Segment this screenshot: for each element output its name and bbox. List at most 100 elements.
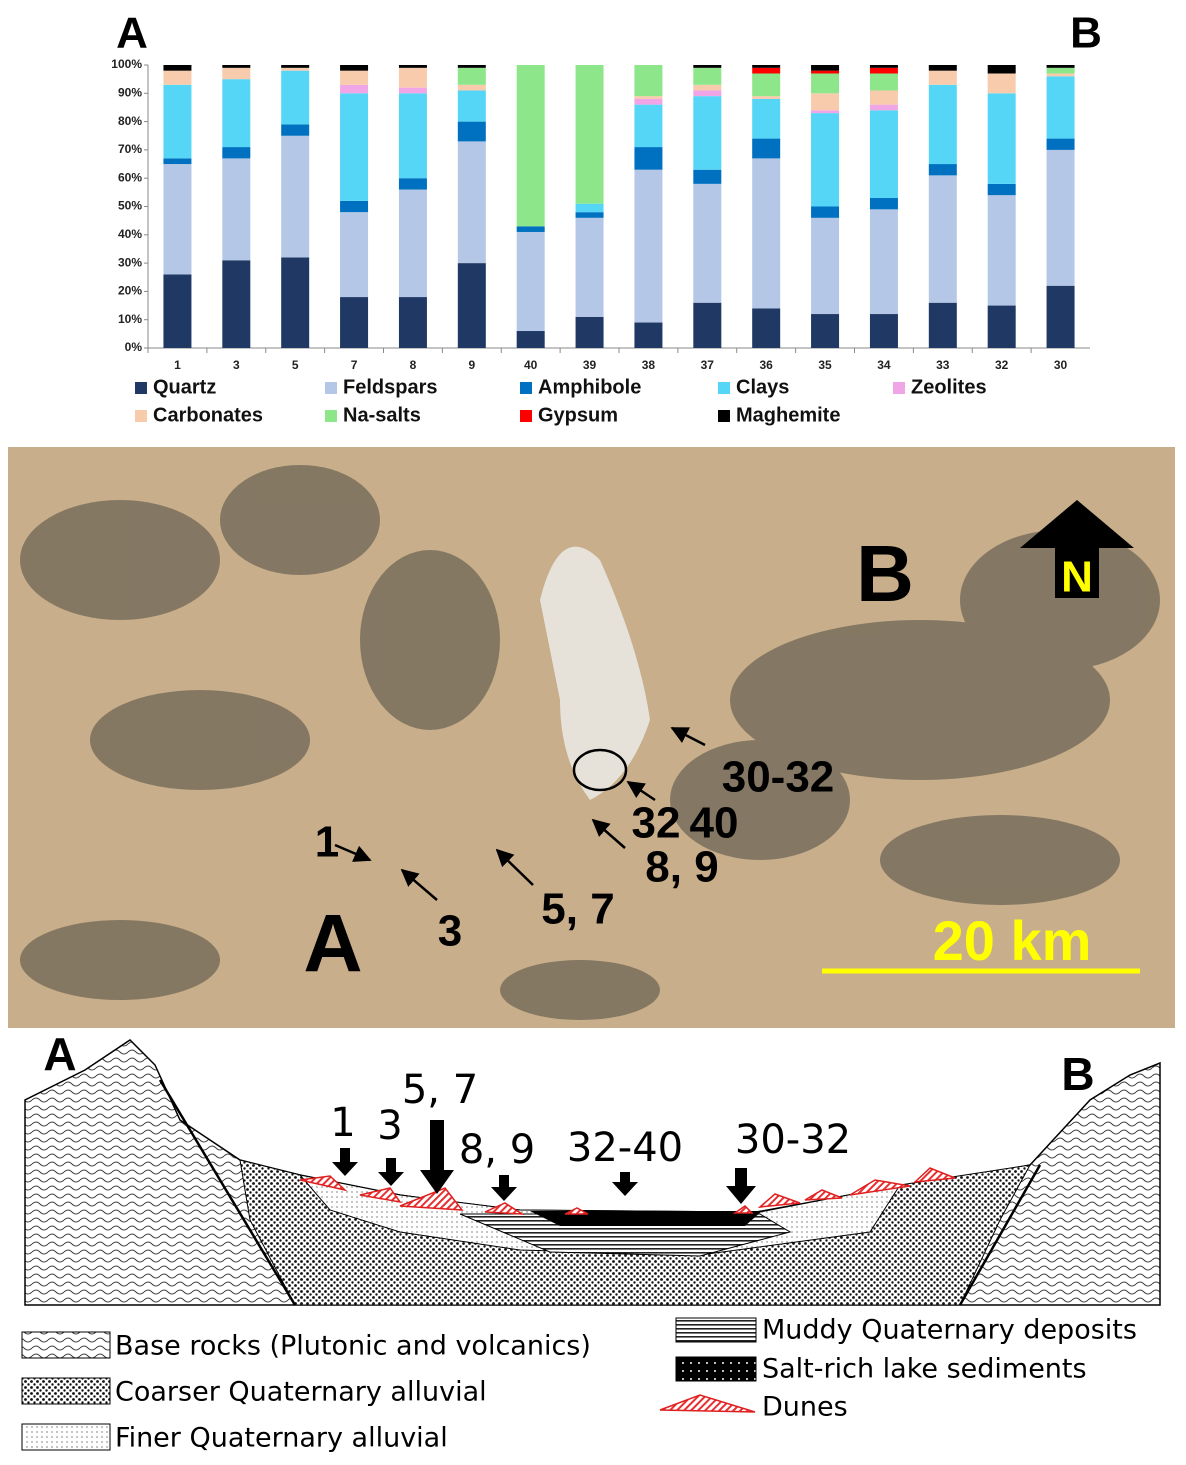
y-tick-label: 20% <box>118 284 142 298</box>
legend-label: Carbonates <box>153 404 263 426</box>
bar-segment <box>399 178 427 189</box>
bar-segment <box>634 96 662 99</box>
x-tick-label: 1 <box>174 358 181 372</box>
y-tick-label: 50% <box>118 199 142 213</box>
bar-segment <box>281 71 309 125</box>
bar-segment <box>929 71 957 85</box>
bar-segment <box>811 71 839 74</box>
legend-label: Gypsum <box>538 404 618 426</box>
map-label: A <box>303 899 362 990</box>
map-label: B <box>856 529 914 618</box>
bar-segment <box>576 212 604 218</box>
bar-segment <box>399 88 427 94</box>
bar-segment <box>1047 73 1075 76</box>
bar-segment <box>458 263 486 348</box>
sample-label: 30-32 <box>735 1117 851 1163</box>
legend-label: Base rocks (Plutonic and volcanics) <box>115 1331 591 1362</box>
section-end: A <box>43 1028 76 1080</box>
legend-label: Muddy Quaternary deposits <box>762 1315 1137 1346</box>
bar-segment <box>811 73 839 93</box>
map-label: 8, 9 <box>645 843 718 892</box>
x-tick-label: 3 <box>233 358 240 372</box>
bar-segment <box>517 232 545 331</box>
sample-label: 5, 7 <box>402 1067 478 1113</box>
bar-segment <box>340 93 368 201</box>
legend-label: Na-salts <box>343 404 421 426</box>
legend-label: Salt-rich lake sediments <box>762 1354 1087 1385</box>
bar-segment <box>399 190 427 298</box>
satellite-map: B N 30-32 32 40 8, 9 1 3 5, 7 A 20 km <box>8 447 1175 1028</box>
bar-segment <box>222 79 250 147</box>
legend-label: Feldspars <box>343 376 437 398</box>
bar-segment <box>693 90 721 96</box>
x-tick-label: 38 <box>642 358 656 372</box>
legend-swatch <box>22 1332 110 1358</box>
x-tick-label: 34 <box>877 358 891 372</box>
bar-segment <box>281 68 309 71</box>
bar-segment <box>870 68 898 74</box>
bar-segment <box>752 68 780 74</box>
bar-segment <box>752 99 780 139</box>
bar-segment <box>988 306 1016 348</box>
scale-label: 20 km <box>933 909 1092 972</box>
x-tick-label: 33 <box>936 358 950 372</box>
bar-segment <box>281 124 309 135</box>
bar-segment <box>1047 68 1075 74</box>
bar-segment <box>634 147 662 170</box>
bar-segment <box>693 68 721 85</box>
bar-segment <box>752 96 780 99</box>
bar-segment <box>458 122 486 142</box>
bar-segment <box>340 201 368 212</box>
section-end: B <box>1061 1048 1094 1100</box>
bar-segment <box>752 73 780 96</box>
bar-segment <box>811 314 839 348</box>
bar-segment <box>811 93 839 110</box>
x-tick-label: 36 <box>760 358 774 372</box>
cross-section: A B 1 3 5, 7 8, 9 32-40 30-32 Base rocks… <box>22 1028 1160 1453</box>
legend-swatch <box>676 1357 756 1381</box>
bar-segment <box>929 175 957 302</box>
sample-label: 3 <box>377 1103 402 1149</box>
bar-segment <box>340 85 368 93</box>
bar-segment <box>163 85 191 159</box>
y-tick-label: 10% <box>118 312 142 326</box>
bar-segment <box>634 170 662 323</box>
bar-segment <box>458 85 486 91</box>
bar-segment <box>458 65 486 68</box>
sample-label: 8, 9 <box>459 1127 535 1173</box>
bar-segment <box>222 147 250 158</box>
bar-segment <box>399 297 427 348</box>
y-tick-label: 60% <box>118 170 142 184</box>
bar-segment <box>870 73 898 90</box>
bar-segment <box>870 65 898 68</box>
y-tick-label: 40% <box>118 227 142 241</box>
bar-segment <box>517 65 545 226</box>
bar-segment <box>870 110 898 198</box>
bar-segment <box>693 170 721 184</box>
bar-segment <box>988 93 1016 184</box>
bar-segment <box>693 85 721 91</box>
bar-segment <box>693 65 721 68</box>
legend-label: Zeolites <box>911 376 987 398</box>
bar-segment <box>693 303 721 348</box>
bar-segment <box>988 195 1016 305</box>
bar-segment <box>222 65 250 68</box>
bar-segment <box>811 113 839 206</box>
x-tick-label: 30 <box>1054 358 1068 372</box>
bar-segment <box>281 136 309 258</box>
bar-segment <box>458 141 486 263</box>
legend-label: Finer Quaternary alluvial <box>115 1423 448 1454</box>
legend-label: Quartz <box>153 376 216 398</box>
legend-label: Amphibole <box>538 376 641 398</box>
bar-segment <box>1047 65 1075 68</box>
bar-segment <box>1047 76 1075 138</box>
salt-sediments <box>530 1211 762 1226</box>
legend-swatch <box>718 382 730 394</box>
bar-segment <box>576 65 604 204</box>
legend-label: Maghemite <box>736 404 840 426</box>
bar-segment <box>929 164 957 175</box>
bar-segment <box>1047 150 1075 286</box>
x-tick-label: 8 <box>410 358 417 372</box>
bar-segment <box>870 105 898 111</box>
